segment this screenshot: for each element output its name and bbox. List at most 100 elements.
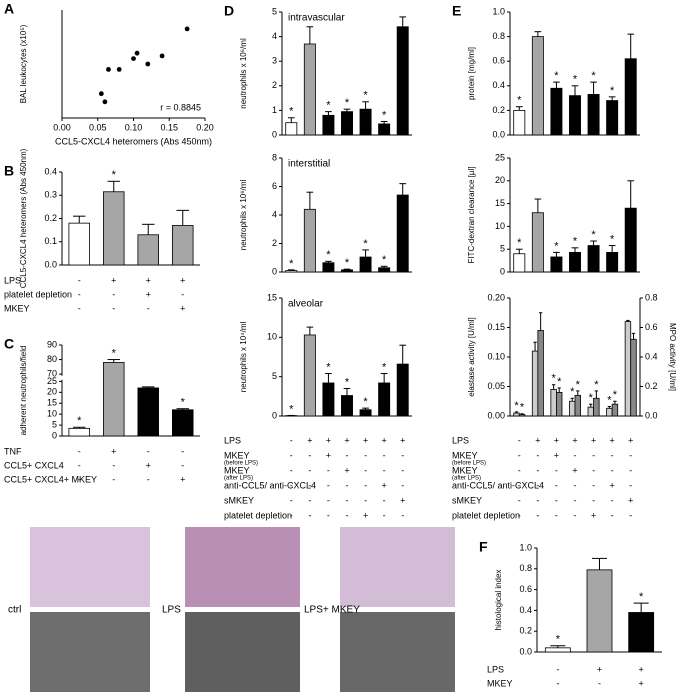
histology-image xyxy=(340,527,455,607)
y-tick-label: 15 xyxy=(495,198,505,208)
y-axis-label: BAL leukocytes (x10⁵) xyxy=(19,24,28,103)
condition-sign: - xyxy=(555,480,558,490)
bar xyxy=(550,389,557,417)
condition-sign: + xyxy=(111,446,116,456)
condition-sign: - xyxy=(147,303,150,313)
condition-sign: - xyxy=(78,289,81,299)
condition-sign: - xyxy=(290,450,293,460)
condition-label: MKEY xyxy=(487,678,513,688)
condition-sign: - xyxy=(290,510,293,520)
condition-sign: - xyxy=(290,465,293,475)
y-tick-label: 90 xyxy=(47,339,57,349)
condition-sign: + xyxy=(146,275,151,285)
condition-sign: + xyxy=(628,495,633,505)
bar xyxy=(628,612,655,653)
y-tick-label: 5 xyxy=(272,371,277,381)
y-tick-label: 25 xyxy=(495,152,505,162)
condition-label: CCL5+ CXCL4 xyxy=(4,460,64,470)
condition-sign: - xyxy=(112,303,115,313)
y-tick-label: 70 xyxy=(47,368,57,378)
condition-sign: - xyxy=(556,678,559,688)
y-tick-label: 0.0 xyxy=(519,646,532,656)
condition-sign: - xyxy=(611,450,614,460)
bar xyxy=(68,427,91,437)
y-tick-label: 0.2 xyxy=(519,626,532,636)
condition-sign: - xyxy=(78,446,81,456)
significance: * xyxy=(517,95,522,107)
condition-sign: - xyxy=(308,510,311,520)
subtitle: interstitial xyxy=(288,159,330,170)
y-tick-label: 0.10 xyxy=(487,351,505,361)
condition-sign: - xyxy=(611,465,614,475)
condition-sign: + xyxy=(146,289,151,299)
y-tick-label: 15 xyxy=(47,398,57,408)
bar xyxy=(630,338,637,417)
y-axis-label: adherent neutrophils/field xyxy=(19,346,28,436)
y-tick-label: 20 xyxy=(495,175,505,185)
y-tick-label: 2 xyxy=(272,80,277,90)
condition-sign: - xyxy=(147,474,150,484)
significance: * xyxy=(289,106,294,118)
condition-sign: - xyxy=(364,480,367,490)
bar xyxy=(587,406,594,417)
bar xyxy=(513,110,526,136)
y-tick-label: 0.00 xyxy=(487,410,505,420)
bar xyxy=(586,569,613,653)
y-tick-label: 5 xyxy=(52,419,57,429)
condition-sign: + xyxy=(639,664,644,674)
bar xyxy=(624,58,637,136)
condition-sign: - xyxy=(401,465,404,475)
y-tick-label: 0.6 xyxy=(519,584,532,594)
y-tick-label: 0.8 xyxy=(519,563,532,573)
condition-label: platelet depletion xyxy=(4,289,72,299)
significance: * xyxy=(382,109,387,121)
y-tick-label: 15 xyxy=(267,292,277,302)
y-tick-label: 6 xyxy=(272,181,277,191)
significance: * xyxy=(610,85,615,97)
condition-sign: - xyxy=(629,480,632,490)
significance: * xyxy=(514,400,519,412)
x-axis-label: CCL5-CXCL4 heteromers (Abs 450nm) xyxy=(55,136,212,146)
panel-label: F xyxy=(479,539,488,555)
bar xyxy=(544,647,571,653)
condition-sign: - xyxy=(518,435,521,445)
significance: * xyxy=(554,240,559,252)
condition-sign: - xyxy=(181,289,184,299)
condition-sign: + xyxy=(554,450,559,460)
panel-label: E xyxy=(452,3,461,19)
x-tick-label: 0.00 xyxy=(53,122,71,132)
bar xyxy=(531,350,539,417)
condition-sign: - xyxy=(346,510,349,520)
panel-label: B xyxy=(4,163,14,179)
point xyxy=(184,26,190,32)
micrograph-label: LPS+ MKEY xyxy=(304,605,360,616)
condition-note: (after LPS) xyxy=(224,476,253,482)
sem-image xyxy=(30,612,150,692)
significance: * xyxy=(573,74,578,86)
bar xyxy=(556,391,563,417)
condition-sign: + xyxy=(326,435,331,445)
bar xyxy=(396,26,409,136)
condition-sign: + xyxy=(382,435,387,445)
y-tick-label: 0.0 xyxy=(44,259,57,269)
significance: * xyxy=(345,97,350,109)
y-tick-label: 0.2 xyxy=(492,105,505,115)
y-tick-label: 4 xyxy=(272,209,277,219)
condition-sign: + xyxy=(111,275,116,285)
condition-sign: - xyxy=(346,495,349,505)
bar xyxy=(624,207,637,273)
y-tick-label: 0 xyxy=(272,410,277,420)
condition-sign: - xyxy=(346,450,349,460)
condition-sign: - xyxy=(383,495,386,505)
bar xyxy=(513,412,520,417)
panel-label: A xyxy=(4,1,14,17)
bar xyxy=(569,400,576,417)
bar xyxy=(171,409,194,437)
bar xyxy=(531,212,544,273)
condition-sign: - xyxy=(383,510,386,520)
significance: * xyxy=(382,361,387,373)
condition-sign: - xyxy=(401,510,404,520)
condition-sign: - xyxy=(536,465,539,475)
panel-label: D xyxy=(224,3,234,19)
